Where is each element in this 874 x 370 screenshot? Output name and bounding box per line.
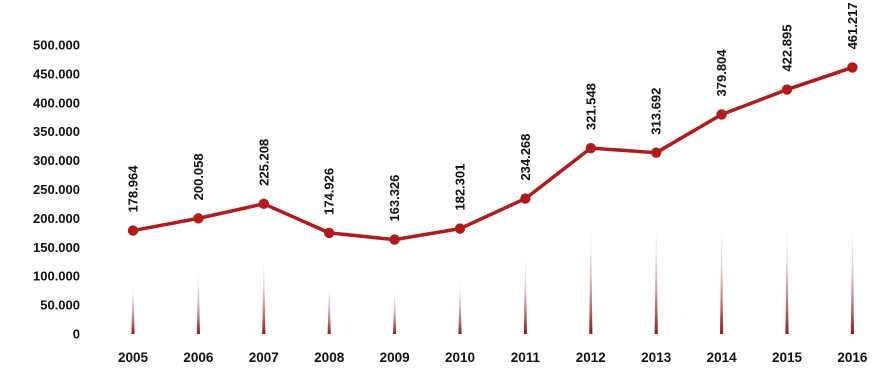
decorative-spike (720, 205, 724, 334)
y-tick-label: 50.000 (40, 298, 80, 313)
y-tick-label: 250.000 (33, 182, 80, 197)
decorative-spike (327, 274, 331, 334)
decorative-spike (785, 205, 789, 334)
data-labels: 178.964 200.058 225.208 174.926 163.326 182.3… (126, 2, 860, 221)
y-tick-label: 500.000 (33, 38, 80, 53)
data-label: 182.301 (453, 164, 468, 211)
data-label: 422.895 (780, 25, 795, 72)
data-label: 174.926 (322, 168, 337, 215)
x-tick-label: 2015 (772, 350, 803, 365)
x-tick-label: 2014 (707, 350, 738, 365)
data-label: 313.692 (649, 88, 664, 135)
x-tick-label: 2016 (837, 350, 868, 365)
data-label: 200.058 (191, 153, 206, 200)
y-tick-label: 100.000 (33, 269, 80, 284)
data-point-marker (127, 225, 139, 236)
data-point-marker (716, 109, 727, 120)
decorative-spike (393, 281, 397, 334)
decorative-spikes (131, 205, 854, 334)
data-point-marker (389, 234, 400, 245)
decorative-spike (589, 205, 593, 334)
data-label: 225.208 (256, 139, 271, 186)
decorative-spike (654, 205, 658, 334)
x-tick-label: 2009 (380, 350, 410, 365)
series-line (131, 65, 855, 242)
y-axis-ticks: 0 50.000 100.000 150.000 200.000 250.000 300.0… (33, 38, 80, 342)
data-label: 178.964 (126, 165, 141, 213)
data-point-marker (847, 62, 858, 73)
y-tick-label: 300.000 (33, 153, 80, 168)
x-tick-label: 2008 (314, 350, 345, 365)
x-tick-label: 2012 (576, 350, 606, 365)
y-tick-label: 350.000 (33, 124, 80, 139)
data-label: 321.548 (583, 83, 598, 130)
data-point-marker (258, 198, 269, 210)
y-tick-label: 450.000 (33, 66, 80, 81)
y-tick-label: 200.000 (33, 211, 80, 226)
data-point-marker (585, 142, 596, 154)
data-point-marker (651, 147, 662, 158)
x-tick-label: 2005 (118, 350, 149, 365)
x-tick-label: 2007 (249, 350, 279, 365)
data-label: 163.326 (387, 175, 402, 222)
data-label: 379.804 (714, 49, 729, 97)
x-tick-label: 2011 (511, 350, 541, 365)
x-axis-ticks: 2005 2006 2007 2008 2009 2010 2011 2012 2013 2014… (118, 350, 868, 365)
data-points (127, 62, 858, 245)
x-tick-label: 2013 (641, 350, 672, 365)
data-label: 461.217 (845, 2, 860, 49)
decorative-spike (523, 240, 527, 334)
decorative-spike (196, 260, 200, 334)
x-tick-label: 2006 (183, 350, 214, 365)
y-tick-label: 400.000 (33, 95, 80, 110)
y-tick-label: 150.000 (33, 240, 80, 255)
decorative-spike (458, 270, 462, 334)
decorative-spike (262, 245, 266, 334)
decorative-spike (850, 205, 854, 334)
series-line-group (131, 65, 855, 242)
data-label: 234.268 (518, 134, 533, 181)
data-point-marker (454, 223, 466, 234)
y-tick-label: 0 (73, 327, 80, 342)
decorative-spike (131, 272, 135, 334)
data-point-marker (520, 193, 531, 204)
data-point-marker (324, 227, 335, 239)
data-point-marker (193, 213, 204, 224)
data-point-marker (781, 84, 793, 95)
x-tick-label: 2010 (445, 350, 475, 365)
